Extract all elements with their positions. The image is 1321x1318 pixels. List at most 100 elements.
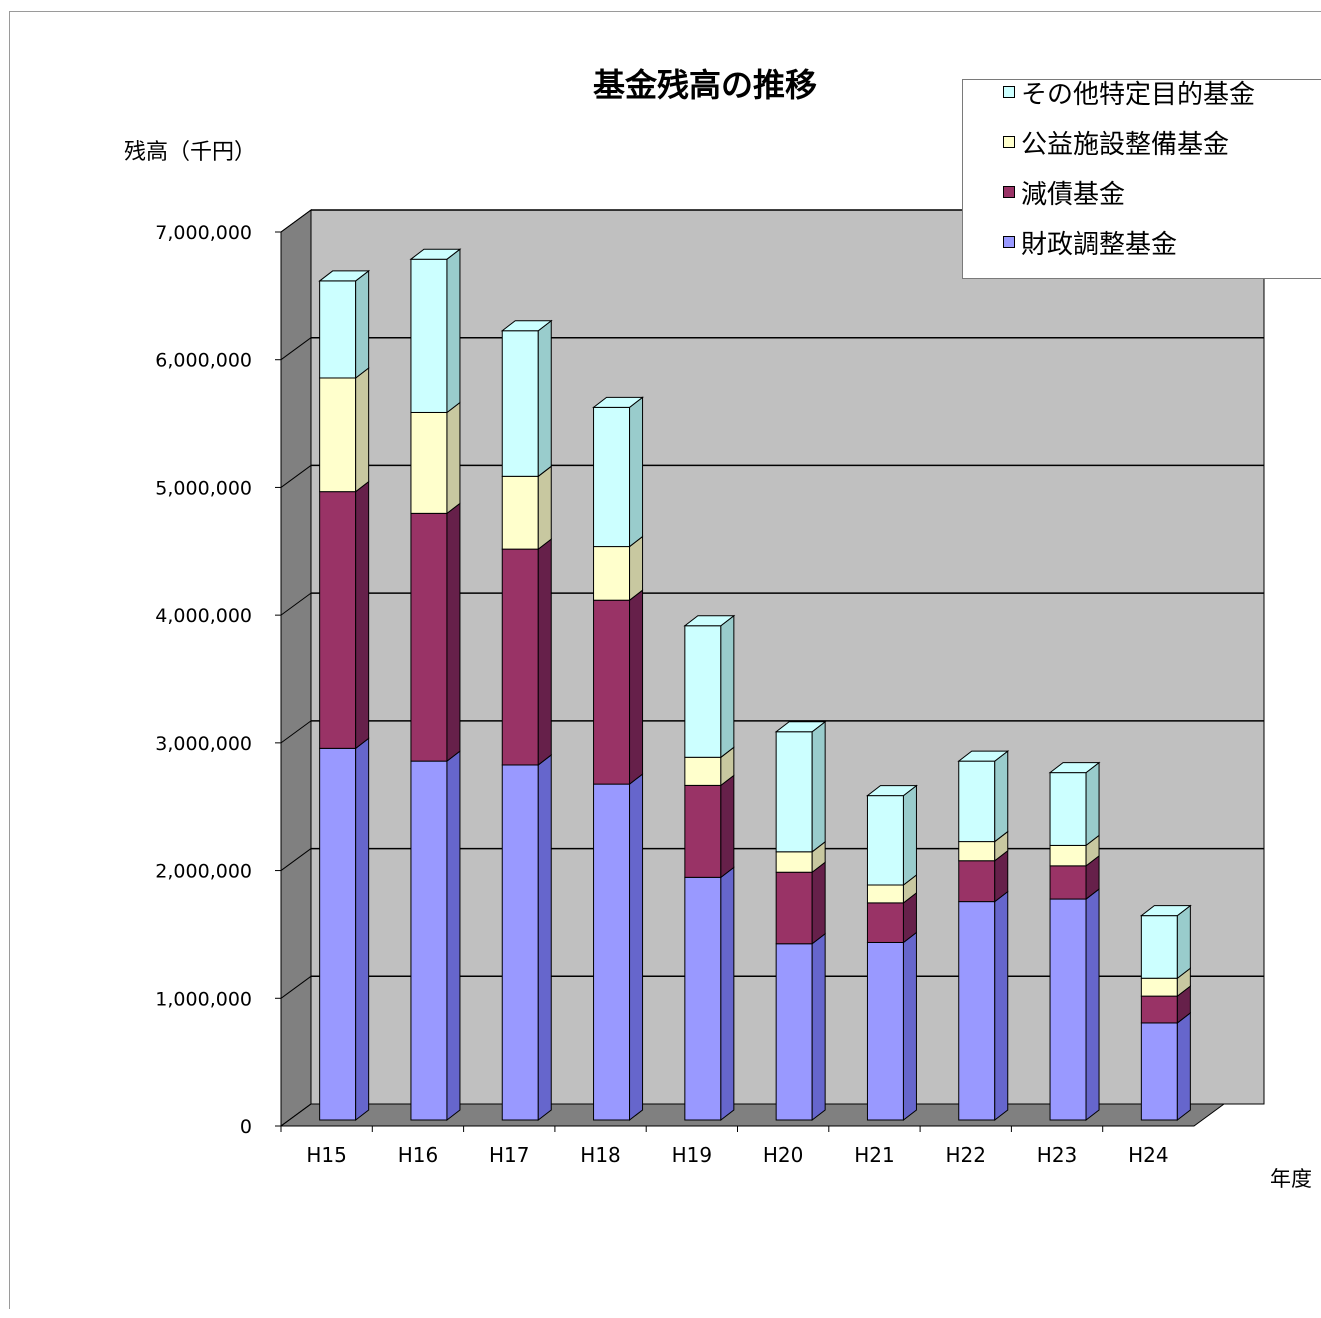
- bar-top-H19: [683, 615, 736, 627]
- bar-segment-H21-0: [866, 941, 904, 1121]
- bar-segment-H24-1: [1140, 995, 1178, 1024]
- bar-side-H19-1: [720, 774, 735, 879]
- bar-side-H18-0: [629, 773, 644, 1122]
- bar-side-H22-0: [994, 890, 1009, 1122]
- chart-frame: [9, 11, 1321, 1309]
- bar-segment-H22-2: [958, 841, 996, 862]
- bar-segment-H16-2: [410, 411, 448, 514]
- legend: その他特定目的基金 公益施設整備基金 減債基金 財政調整基金: [962, 79, 1321, 279]
- legend-label-fiscal: 財政調整基金: [1021, 229, 1178, 260]
- bar-top-H24: [1139, 905, 1192, 917]
- legend-swatch-public: [1003, 136, 1015, 148]
- y-tick-label: 7,000,000: [155, 222, 252, 244]
- bar-top-H18: [592, 396, 645, 408]
- bar-side-H17-2: [537, 465, 552, 551]
- legend-swatch-fiscal: [1003, 236, 1015, 248]
- bar-top-H23: [1048, 762, 1101, 774]
- bar-side-H15-2: [355, 366, 370, 493]
- bar-segment-H21-1: [866, 902, 904, 943]
- bar-side-H21-0: [902, 931, 917, 1122]
- side-wall: [280, 209, 312, 1127]
- bar-side-H17-1: [537, 538, 552, 766]
- gridline-depth: [280, 465, 312, 488]
- legend-label-debt: 減債基金: [1021, 179, 1126, 210]
- bar-segment-H15-1: [319, 491, 357, 749]
- bar-segment-H17-1: [501, 548, 539, 766]
- y-tick-label: 2,000,000: [155, 861, 252, 883]
- bar-segment-H21-3: [866, 795, 904, 886]
- y-tick-label: 5,000,000: [155, 477, 252, 499]
- bar-top-H15: [318, 270, 371, 282]
- bar-segment-H20-3: [775, 731, 813, 853]
- bar-side-H18-3: [629, 396, 644, 548]
- bar-segment-H15-0: [319, 747, 357, 1121]
- y-tick-label: 4,000,000: [155, 605, 252, 627]
- bar-segment-H18-0: [593, 783, 631, 1121]
- gridline-depth: [280, 848, 312, 871]
- bar-segment-H22-0: [958, 901, 996, 1121]
- bar-side-H23-0: [1085, 888, 1100, 1122]
- bar-segment-H19-3: [684, 625, 722, 758]
- gridline-depth: [280, 209, 312, 233]
- bar-side-H19-3: [720, 614, 735, 759]
- gridline-depth: [280, 720, 312, 744]
- chart-title: 基金残高の推移: [592, 66, 817, 104]
- bar-side-H22-3: [994, 750, 1009, 843]
- bar-segment-H21-2: [866, 884, 904, 904]
- bar-side-H24-3: [1176, 904, 1191, 980]
- y-tick-label: 0: [240, 1116, 252, 1138]
- bar-side-H15-3: [355, 269, 370, 379]
- bar-side-H15-0: [355, 737, 370, 1122]
- bar-segment-H24-0: [1140, 1022, 1178, 1121]
- bar-segment-H18-2: [593, 546, 631, 601]
- bar-segment-H20-2: [775, 851, 813, 873]
- x-axis-label: 年度: [1270, 1167, 1312, 1191]
- bar-side-H16-0: [446, 750, 461, 1122]
- bar-top-H22: [957, 750, 1010, 762]
- bar-side-H20-0: [811, 932, 826, 1122]
- bar-side-H16-3: [446, 248, 461, 414]
- x-tick-label-H23: H23: [1037, 1143, 1078, 1167]
- y-tick-label: 1,000,000: [155, 988, 252, 1010]
- x-tick-label-H21: H21: [854, 1143, 895, 1167]
- bar-segment-H23-2: [1049, 844, 1087, 867]
- bar-side-H24-0: [1176, 1011, 1191, 1122]
- bar-segment-H16-1: [410, 512, 448, 762]
- bar-segment-H17-0: [501, 764, 539, 1121]
- y-axis-label: 残高（千円）: [124, 140, 257, 165]
- bar-side-H20-1: [811, 861, 826, 945]
- bar-segment-H17-2: [501, 475, 539, 550]
- bar-segment-H17-3: [501, 330, 539, 477]
- legend-swatch-other: [1003, 86, 1015, 98]
- bar-side-H21-3: [902, 784, 917, 887]
- x-tick-label-H22: H22: [946, 1143, 987, 1167]
- legend-label-public: 公益施設整備基金: [1021, 129, 1230, 160]
- bar-segment-H23-3: [1049, 772, 1087, 846]
- x-tick-label-H20: H20: [763, 1143, 804, 1167]
- bar-side-H23-3: [1085, 761, 1100, 847]
- legend-swatch-debt: [1003, 186, 1015, 198]
- bar-segment-H15-3: [319, 280, 357, 379]
- gridline-depth: [280, 337, 312, 361]
- bar-side-H15-1: [355, 480, 370, 750]
- y-tick-label: 6,000,000: [155, 350, 252, 372]
- bar-segment-H22-3: [958, 760, 996, 843]
- x-tick-label-H24: H24: [1128, 1143, 1169, 1167]
- gridline-depth: [280, 975, 312, 999]
- bar-top-H17: [500, 320, 553, 332]
- bar-side-H16-1: [446, 502, 461, 763]
- bar-segment-H19-1: [684, 784, 722, 878]
- bar-top-H16: [409, 248, 462, 260]
- legend-item-public: 公益施設整備基金: [1003, 127, 1229, 160]
- bar-side-H16-2: [446, 401, 461, 515]
- y-tick-label: 3,000,000: [155, 733, 252, 755]
- gridline-depth: [280, 592, 312, 616]
- bar-segment-H22-1: [958, 860, 996, 903]
- legend-item-fiscal: 財政調整基金: [1003, 227, 1177, 260]
- legend-item-debt: 減債基金: [1003, 177, 1125, 210]
- bar-top-H21: [865, 785, 918, 797]
- bar-segment-H15-2: [319, 377, 357, 493]
- x-tick-label-H17: H17: [489, 1143, 530, 1167]
- legend-label-other: その他特定目的基金: [1021, 79, 1256, 110]
